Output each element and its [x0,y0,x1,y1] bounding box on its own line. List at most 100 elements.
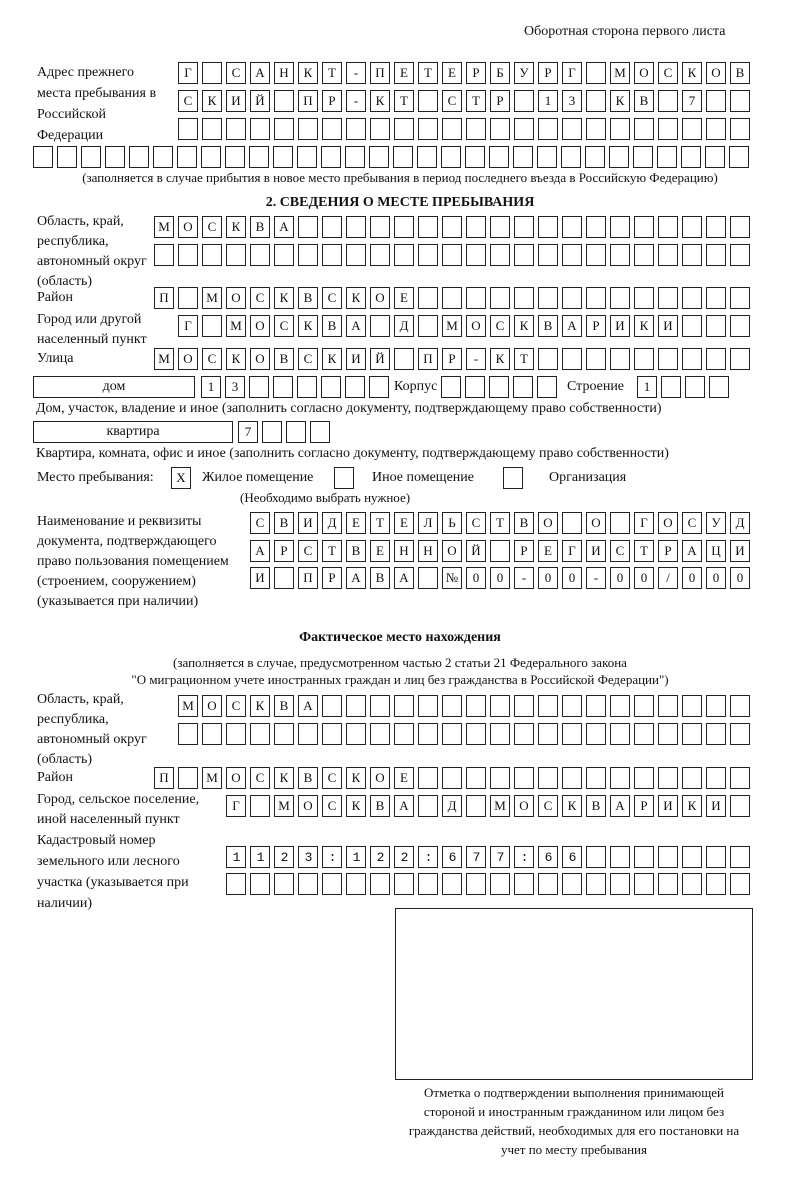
char-cell[interactable] [730,216,750,238]
char-cell[interactable]: - [586,567,606,589]
char-cell[interactable]: А [346,315,366,337]
char-cell[interactable]: О [706,62,726,84]
char-cell[interactable] [490,540,510,562]
char-cell[interactable] [681,146,701,168]
char-cell[interactable]: 3 [225,376,245,398]
char-cell[interactable]: Е [346,512,366,534]
char-cell[interactable] [465,376,485,398]
char-cell[interactable]: О [370,287,390,309]
house-type-field[interactable]: дом [33,376,195,398]
char-cell[interactable]: / [658,567,678,589]
char-cell[interactable] [225,146,245,168]
char-cell[interactable]: О [226,767,246,789]
char-cell[interactable] [274,567,294,589]
char-cell[interactable] [490,695,510,717]
char-cell[interactable]: А [274,216,294,238]
char-cell[interactable] [562,723,582,745]
char-cell[interactable] [322,244,342,266]
char-cell[interactable]: К [274,767,294,789]
char-cell[interactable] [441,376,461,398]
char-cell[interactable] [658,723,678,745]
char-cell[interactable] [658,90,678,112]
char-cell[interactable]: К [562,795,582,817]
char-cell[interactable]: О [514,795,534,817]
char-cell[interactable]: С [442,90,462,112]
char-cell[interactable] [466,767,486,789]
char-cell[interactable]: В [370,567,390,589]
char-cell[interactable]: О [250,348,270,370]
char-cell[interactable] [706,348,726,370]
char-cell[interactable] [585,146,605,168]
char-cell[interactable] [706,216,726,238]
char-cell[interactable] [297,376,317,398]
char-cell[interactable]: С [226,62,246,84]
char-cell[interactable] [298,873,318,895]
char-cell[interactable]: К [322,348,342,370]
char-cell[interactable] [538,695,558,717]
char-cell[interactable]: 0 [538,567,558,589]
char-cell[interactable] [514,118,534,140]
char-cell[interactable]: С [610,540,630,562]
char-cell[interactable]: О [442,540,462,562]
char-cell[interactable] [513,376,533,398]
char-cell[interactable]: 7 [238,421,258,443]
char-cell[interactable] [537,376,557,398]
char-cell[interactable] [250,244,270,266]
char-cell[interactable] [658,287,678,309]
char-cell[interactable] [730,118,750,140]
char-cell[interactable]: В [730,62,750,84]
char-cell[interactable] [730,846,750,868]
char-cell[interactable] [226,723,246,745]
char-cell[interactable]: Ь [442,512,462,534]
char-cell[interactable] [610,348,630,370]
char-cell[interactable]: 1 [201,376,221,398]
char-cell[interactable]: 0 [562,567,582,589]
char-cell[interactable]: В [298,767,318,789]
char-cell[interactable] [562,846,582,868]
char-cell[interactable]: Р [322,90,342,112]
char-cell[interactable]: К [274,287,294,309]
char-cell[interactable]: Й [370,348,390,370]
char-cell[interactable] [226,244,246,266]
char-cell[interactable]: 0 [706,567,726,589]
char-cell[interactable] [310,421,330,443]
char-cell[interactable]: К [298,315,318,337]
char-cell[interactable] [730,873,750,895]
char-cell[interactable]: С [490,315,510,337]
char-cell[interactable] [465,146,485,168]
char-cell[interactable]: К [514,315,534,337]
char-cell[interactable] [178,767,198,789]
char-cell[interactable]: С [250,767,270,789]
char-cell[interactable]: Е [394,287,414,309]
char-cell[interactable] [370,723,390,745]
char-cell[interactable]: А [394,567,414,589]
char-cell[interactable] [514,287,534,309]
char-cell[interactable] [562,118,582,140]
char-cell[interactable] [514,216,534,238]
char-cell[interactable] [682,767,702,789]
char-cell[interactable] [586,695,606,717]
char-cell[interactable] [466,244,486,266]
char-cell[interactable]: М [442,315,462,337]
char-cell[interactable]: Р [538,62,558,84]
char-cell[interactable] [226,846,246,868]
char-cell[interactable] [393,146,413,168]
char-cell[interactable] [706,695,726,717]
char-cell[interactable]: 7 [682,90,702,112]
char-cell[interactable] [489,376,509,398]
char-cell[interactable] [394,244,414,266]
char-cell[interactable]: О [178,348,198,370]
char-cell[interactable] [537,146,557,168]
char-cell[interactable] [273,376,293,398]
char-cell[interactable] [729,146,749,168]
char-cell[interactable] [178,287,198,309]
char-cell[interactable] [250,723,270,745]
char-cell[interactable]: Н [274,62,294,84]
char-cell[interactable] [298,118,318,140]
char-cell[interactable] [249,146,269,168]
char-cell[interactable] [730,723,750,745]
cadastral-number-value[interactable]: 1123:122:677:66 [232,850,593,865]
char-cell[interactable]: О [202,695,222,717]
char-cell[interactable] [442,244,462,266]
char-cell[interactable] [682,315,702,337]
